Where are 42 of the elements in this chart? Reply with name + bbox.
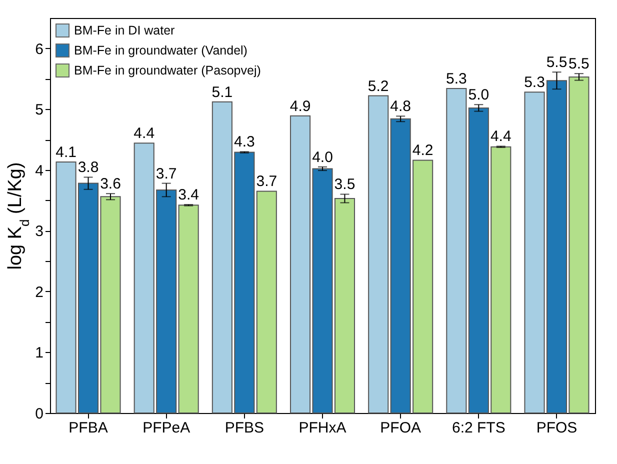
y-tick-label: 3 [35, 223, 44, 240]
bar [178, 204, 199, 414]
data-label: 4.1 [56, 144, 76, 162]
data-label: 5.0 [468, 86, 490, 104]
y-tick-label: 2 [35, 284, 44, 301]
data-label: 3.7 [156, 165, 177, 182]
x-tick-label: PFHxA [298, 420, 346, 436]
data-label: 3.4 [178, 186, 199, 204]
bar [368, 95, 389, 414]
data-label: 5.5 [546, 54, 568, 72]
data-label: 5.5 [568, 56, 590, 73]
data-label: 4.4 [490, 128, 512, 146]
data-label: 4.3 [234, 134, 255, 151]
data-label: 3.8 [78, 159, 99, 176]
data-label: 5.2 [368, 78, 389, 95]
x-tick-label: PFBS [224, 420, 264, 436]
x-tick-label: PFOS [536, 420, 578, 436]
data-label: 4.2 [412, 142, 434, 160]
y-tick-label: 5 [35, 102, 44, 119]
data-label: 4.0 [312, 148, 333, 166]
data-label: 4.4 [134, 125, 155, 142]
data-label: 4.9 [290, 98, 311, 115]
y-tick-label: 1 [35, 344, 44, 362]
legend-label: BM-Fe in groundwater (Pasopvej) [74, 64, 261, 78]
y-tick-label: 0 [35, 406, 44, 422]
x-tick-label: PFPeA [142, 420, 190, 436]
x-tick-label: PFBA [68, 420, 108, 436]
data-label: 3.5 [334, 176, 356, 194]
bar [256, 190, 277, 414]
bar [446, 88, 467, 414]
data-label: 4.8 [390, 98, 412, 116]
legend-label: BM-Fe in groundwater (Vandel) [74, 44, 248, 58]
legend-label: BM-Fe in DI water [74, 24, 175, 38]
x-tick-label: 6:2 FTS [452, 420, 506, 436]
x-tick-label: PFOA [380, 420, 421, 436]
data-label: 5.3 [446, 70, 467, 88]
y-tick-label: 4 [35, 162, 44, 180]
data-label: 5.3 [524, 74, 545, 92]
data-label: 3.6 [100, 176, 121, 193]
data-label: 5.1 [212, 84, 233, 101]
data-label: 3.7 [256, 173, 278, 190]
y-tick-label: 6 [35, 40, 44, 58]
